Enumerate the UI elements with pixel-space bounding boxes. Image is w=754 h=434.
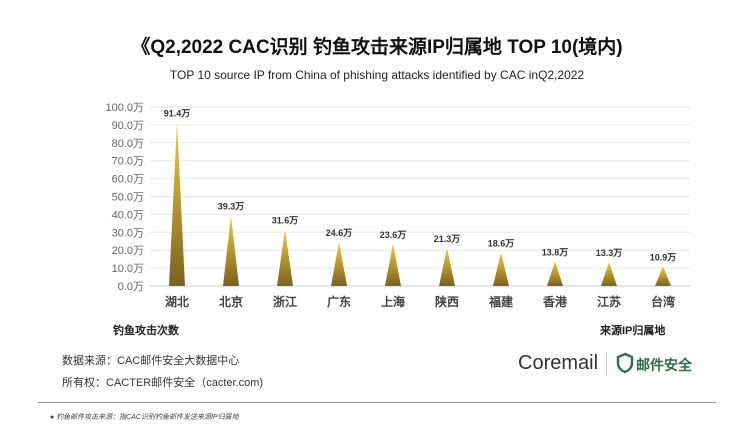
bar — [547, 261, 563, 286]
x-tick-label: 浙江 — [273, 294, 297, 309]
bar — [277, 229, 293, 286]
bar — [331, 241, 347, 286]
y-axis-label: 钓鱼攻击次数 — [113, 325, 179, 337]
y-tick-label: 30.0万 — [112, 227, 144, 239]
y-tick-label: 20.0万 — [112, 245, 144, 257]
y-tick-label: 80.0万 — [112, 138, 144, 150]
bar-chart: 0.0万 10.0万 20.0万 30.0万 40.0万 50.0万 60.0万 70.0万 8… — [105, 102, 690, 309]
cacter-logo-text: 邮件安全 — [636, 357, 692, 373]
y-tick-label: 70.0万 — [112, 156, 144, 168]
copyright: 所有权：CACTER邮件安全（cacter.com) — [62, 377, 264, 389]
x-tick-label: 上海 — [381, 294, 405, 309]
data-source: 数据来源：CAC邮件安全大数据中心 — [62, 355, 240, 367]
divider — [38, 402, 716, 403]
footnote: ● 钓鱼邮件攻击来源：指CAC识别钓鱼邮件发送来源IP归属地 — [50, 414, 239, 421]
y-tick-label: 50.0万 — [112, 192, 144, 204]
data-label: 91.4万 — [164, 108, 191, 118]
shield-icon — [616, 352, 634, 374]
x-tick-label: 福建 — [488, 294, 514, 309]
bar — [655, 266, 671, 286]
data-label: 10.9万 — [650, 252, 677, 262]
data-label: 13.3万 — [596, 248, 623, 258]
bar — [169, 122, 185, 286]
bar — [601, 262, 617, 286]
bar — [439, 247, 455, 286]
x-tick-label: 广东 — [327, 294, 351, 309]
data-label: 23.6万 — [380, 230, 407, 240]
data-label: 24.6万 — [326, 228, 353, 238]
data-label: 21.3万 — [434, 234, 461, 244]
x-tick-label: 陕西 — [435, 294, 459, 309]
data-label: 31.6万 — [272, 215, 299, 225]
x-tick-label: 香港 — [542, 294, 568, 309]
logo-divider — [606, 352, 607, 376]
bar — [223, 215, 239, 286]
x-axis-label: 来源IP归属地 — [600, 325, 666, 337]
bar — [493, 252, 509, 286]
chart-title: 《Q2,2022 CAC识别 钓鱼攻击来源IP归属地 TOP 10(境内) — [131, 37, 623, 58]
x-tick-label: 湖北 — [165, 294, 189, 309]
x-tick-label: 江苏 — [597, 294, 621, 309]
y-tick-label: 0.0万 — [118, 281, 144, 293]
coremail-logo: Coremail — [518, 352, 599, 374]
x-tick-label: 台湾 — [651, 294, 675, 309]
y-tick-label: 90.0万 — [112, 120, 144, 132]
y-tick-label: 100.0万 — [105, 102, 144, 114]
bar — [385, 243, 401, 286]
data-label: 18.6万 — [488, 239, 515, 249]
y-tick-label: 40.0万 — [112, 209, 144, 221]
chart-subtitle: TOP 10 source IP from China of phishing … — [169, 68, 585, 82]
data-label: 13.8万 — [542, 247, 569, 257]
x-tick-label: 北京 — [219, 294, 243, 309]
data-label: 39.3万 — [218, 202, 245, 212]
y-tick-label: 60.0万 — [112, 174, 144, 186]
y-tick-label: 10.0万 — [112, 263, 144, 275]
footnote-text: 钓鱼邮件攻击来源：指CAC识别钓鱼邮件发送来源IP归属地 — [56, 414, 239, 421]
